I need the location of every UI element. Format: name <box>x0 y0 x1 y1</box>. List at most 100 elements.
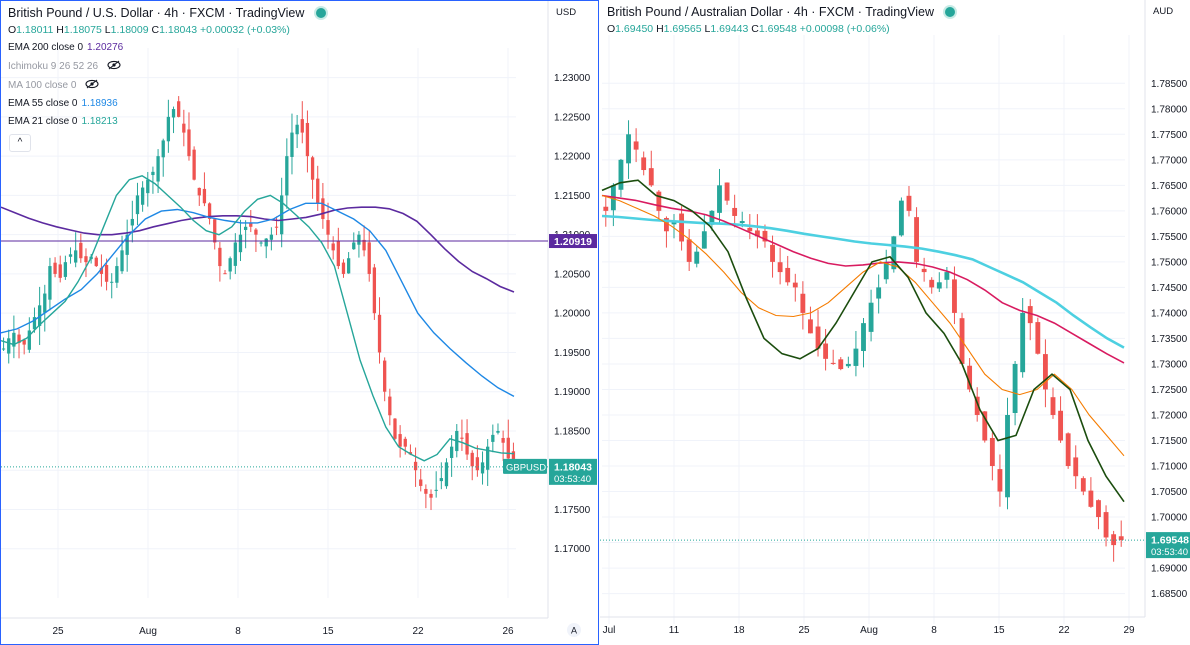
indicator-ma100[interactable]: MA 100 close 0 <box>8 79 99 91</box>
y-tick-label: 1.68500 <box>1151 589 1188 600</box>
market-open-dot-icon <box>315 8 326 18</box>
candle <box>777 262 783 273</box>
candle <box>264 238 268 247</box>
indicator-value: 1.18936 <box>81 98 118 109</box>
candle <box>929 279 935 288</box>
close-value: 1.18043 <box>159 24 198 36</box>
candle <box>37 305 42 326</box>
x-tick-label: 8 <box>931 625 937 636</box>
indicator-value: 1.20276 <box>87 42 124 53</box>
candle <box>709 210 715 225</box>
x-tick-label: Jul <box>603 625 616 636</box>
gbpaud-chart-canvas[interactable]: 1.78500 1.78000 1.77500 1.77000 1.76500 1.760… <box>600 0 1190 645</box>
candle <box>444 462 449 487</box>
y-tick-label: 1.78000 <box>1151 104 1188 115</box>
candle <box>434 489 438 491</box>
candle <box>1088 490 1094 507</box>
candle <box>876 287 882 299</box>
symbol-title-text: British Pound / Australian Dollar · 4h ·… <box>607 5 934 19</box>
x-tick-label: 22 <box>412 626 424 637</box>
moving-average-line <box>601 194 1125 364</box>
candle <box>861 323 866 352</box>
candle <box>403 438 407 447</box>
countdown-label: 03:53:40 <box>1151 547 1188 558</box>
last-price-label: 1.18043 <box>554 461 592 473</box>
candle <box>480 462 485 474</box>
candle <box>63 262 68 277</box>
y-tick-label: 1.73500 <box>1151 334 1188 345</box>
candle <box>187 129 191 157</box>
candle <box>439 478 443 482</box>
indicator-label: MA 100 close 0 <box>8 80 77 91</box>
candle <box>1 348 6 350</box>
candle <box>207 203 212 219</box>
indicator-ema21[interactable]: EMA 21 close 0 1.18213 <box>8 116 118 127</box>
candle <box>290 132 294 157</box>
chart-panel-gbpusd[interactable]: 1.230001.225001.220001.215001.210001.205… <box>0 0 599 645</box>
gbpusd-chart-canvas[interactable]: 1.230001.225001.220001.215001.210001.205… <box>1 1 598 644</box>
candle <box>830 362 836 364</box>
indicator-ema55[interactable]: EMA 55 close 0 1.18936 <box>8 98 118 109</box>
chart-panel-gbpaud[interactable]: 1.78500 1.78000 1.77500 1.77000 1.76500 1.760… <box>600 0 1190 645</box>
indicator-ichimoku[interactable]: Ichimoku 9 26 52 26 <box>8 60 121 72</box>
collapse-legend-button[interactable]: ^ <box>9 134 31 152</box>
candle <box>618 159 624 190</box>
candle <box>151 171 155 176</box>
candle <box>238 234 243 253</box>
candle <box>496 430 500 433</box>
candle <box>460 437 464 439</box>
candle <box>146 179 150 194</box>
symbol-tag <box>503 458 547 474</box>
candle <box>701 231 707 249</box>
candle <box>84 256 88 263</box>
candle <box>1058 410 1063 441</box>
candle <box>228 258 232 272</box>
candle <box>1012 363 1018 414</box>
candle <box>223 273 227 275</box>
collapse-glyph: ^ <box>17 137 23 148</box>
auto-scale-label: A <box>571 626 577 636</box>
indicator-label: EMA 55 close 0 <box>8 98 78 109</box>
y-tick-label: 1.21500 <box>554 191 591 202</box>
candle <box>104 264 109 282</box>
close-value: 1.69548 <box>758 23 797 35</box>
candle <box>1020 312 1026 373</box>
candle <box>853 348 859 366</box>
candle <box>341 262 346 274</box>
candle <box>506 437 510 459</box>
candle <box>362 239 366 251</box>
candle <box>43 293 47 313</box>
candle <box>868 302 874 332</box>
symbol-tag-label: GBPUSD <box>506 462 546 473</box>
candle <box>305 122 310 157</box>
indicator-value: 1.18213 <box>81 116 118 127</box>
candle <box>53 262 57 274</box>
candle <box>1005 414 1010 498</box>
candle <box>664 217 669 232</box>
candle <box>68 254 73 257</box>
high-value: 1.69565 <box>663 23 702 35</box>
candle <box>785 267 791 283</box>
candle <box>99 267 104 274</box>
hidden-eye-icon[interactable] <box>85 79 99 89</box>
y-tick-label: 1.75500 <box>1151 232 1188 243</box>
y-tick-label: 1.74000 <box>1151 308 1188 319</box>
indicator-label: EMA 21 close 0 <box>8 116 78 127</box>
x-tick-label: Aug <box>139 626 157 637</box>
indicator-ema200[interactable]: EMA 200 close 0 1.20276 <box>8 42 123 53</box>
y-tick-label: 1.22500 <box>554 112 591 123</box>
x-tick-label: 22 <box>1058 625 1070 636</box>
candle <box>419 479 423 486</box>
candle <box>626 134 631 164</box>
candle <box>367 242 371 274</box>
x-tick-label: 8 <box>235 626 241 637</box>
candle <box>326 220 330 235</box>
candle <box>156 156 160 182</box>
hidden-eye-icon[interactable] <box>107 60 121 70</box>
candle <box>429 493 433 498</box>
candle <box>377 314 382 353</box>
last-price-tag <box>549 458 597 485</box>
y-tick-label: 1.23000 <box>554 73 591 84</box>
y-tick-label: 1.77000 <box>1151 155 1188 166</box>
candle <box>1118 536 1124 541</box>
